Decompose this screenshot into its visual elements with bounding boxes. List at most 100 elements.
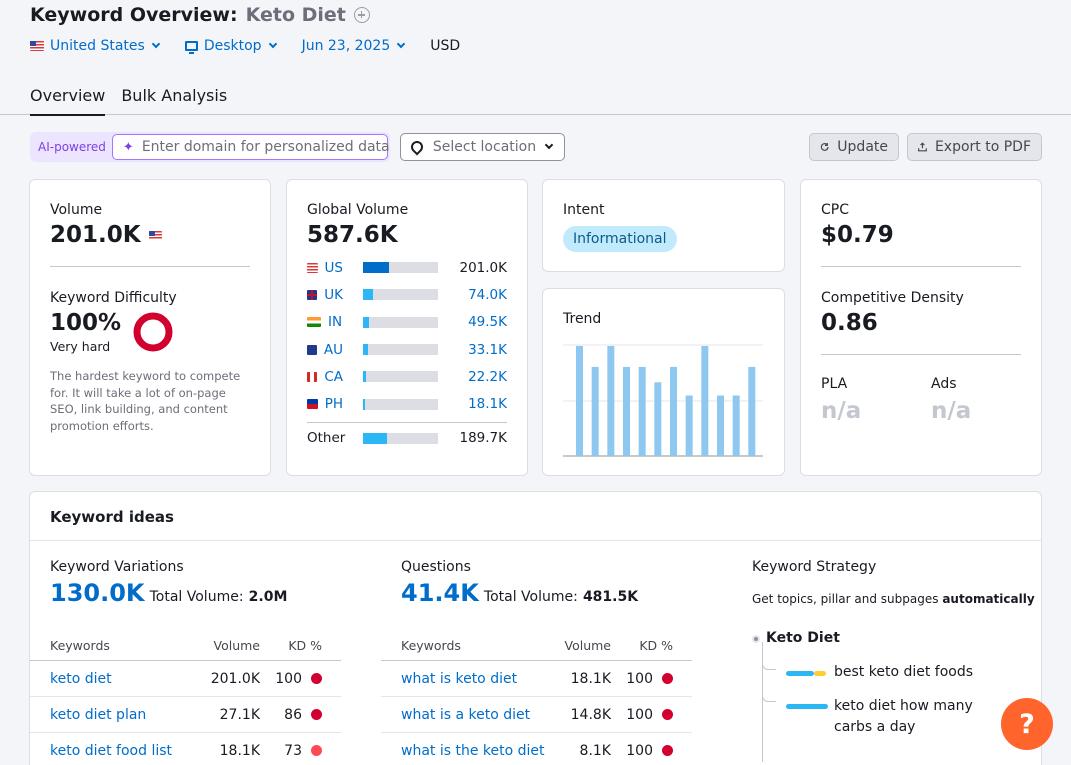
questions-label: Questions <box>401 559 471 575</box>
country-bar <box>363 344 438 356</box>
table-row: keto diet food list 18.1K 73 <box>30 733 341 765</box>
keyword-link[interactable]: keto diet plan <box>50 706 147 723</box>
variations-table: Keywords Volume KD % keto diet 201.0K 100 k… <box>30 631 341 765</box>
kd-dot-icon <box>311 745 322 756</box>
keyword-ideas-card: Keyword ideas Keyword Variations 130.0K … <box>29 491 1042 765</box>
date-dropdown[interactable]: Jun 23, 2025 <box>302 38 406 54</box>
country-row-in[interactable]: IN 49.5K <box>307 309 507 336</box>
variations-total-label: Total Volume: <box>149 589 244 605</box>
help-button[interactable]: ? <box>1001 698 1053 750</box>
other-label: Other <box>307 430 346 447</box>
strategy-bar <box>786 671 814 676</box>
country-bar <box>363 316 438 328</box>
col-keywords: Keywords <box>401 638 461 653</box>
other-value: 189.7K <box>459 430 507 447</box>
country-row-ca[interactable]: CA 22.2K <box>307 363 507 390</box>
country-bar <box>363 398 438 410</box>
title-prefix: Keyword Overview: <box>30 4 238 26</box>
country-bar-fill <box>363 316 369 328</box>
trend-bar <box>591 366 599 456</box>
country-bar-fill <box>363 371 366 383</box>
currency-label: USD <box>430 38 461 54</box>
country-volume[interactable]: 22.2K <box>468 368 507 385</box>
country-volume[interactable]: 18.1K <box>468 396 507 413</box>
keyword-link[interactable]: keto diet food list <box>50 742 173 759</box>
page-header: Keyword Overview: Keto Diet United State… <box>0 0 1071 116</box>
tab-overview[interactable]: Overview <box>30 86 106 116</box>
table-header: Keywords Volume KD % <box>381 631 692 661</box>
chevron-down-icon <box>396 39 406 49</box>
table-row: keto diet 201.0K 100 <box>30 661 341 697</box>
keyword-kd: 100 <box>260 671 322 687</box>
title-keyword: Keto Diet <box>245 4 346 26</box>
tree-line <box>762 642 763 762</box>
keyword-volume: 27.1K <box>219 706 260 723</box>
country-bar-fill <box>363 262 389 274</box>
desktop-icon <box>184 41 198 54</box>
export-pdf-button[interactable]: Export to PDF <box>907 133 1042 161</box>
intent-badge[interactable]: Informational <box>563 226 677 252</box>
kd-ring <box>133 312 173 352</box>
country-row-other: Other 189.7K <box>307 425 507 452</box>
other-bar <box>363 432 438 444</box>
strategy-bar <box>814 671 826 676</box>
refresh-icon <box>820 143 829 151</box>
divider <box>821 266 1021 267</box>
country-row-us[interactable]: US 201.0K <box>307 254 507 281</box>
device-label: Desktop <box>203 38 262 54</box>
location-select[interactable]: Select location <box>399 133 565 161</box>
kd-dot-icon <box>662 673 673 684</box>
trend-bar <box>732 395 740 456</box>
keyword-link[interactable]: what is a keto diet <box>401 706 531 723</box>
country-row-ph[interactable]: PH 18.1K <box>307 390 507 417</box>
tree-branch <box>762 688 776 702</box>
kd-dot-icon <box>662 709 673 720</box>
trend-bar <box>607 346 615 456</box>
strategy-item[interactable]: best keto diet foods <box>752 656 1032 680</box>
country-dropdown[interactable]: United States <box>30 38 161 54</box>
export-icon <box>918 142 927 152</box>
trend-label: Trend <box>563 311 602 327</box>
keyword-link[interactable]: what is the keto diet <box>401 742 545 759</box>
col-kd: KD % <box>288 638 322 653</box>
global-volume-label: Global Volume <box>307 202 409 218</box>
update-label: Update <box>837 139 888 155</box>
update-button[interactable]: Update <box>809 133 899 161</box>
country-label: United States <box>50 38 145 54</box>
country-volume[interactable]: 49.5K <box>468 314 507 331</box>
country-row-au[interactable]: AU 33.1K <box>307 336 507 363</box>
strategy-desc-bold: automatically <box>942 592 1035 606</box>
keyword-link[interactable]: what is keto diet <box>401 670 518 687</box>
cpc-label: CPC <box>821 202 849 218</box>
variations-count[interactable]: 130.0K <box>50 579 145 607</box>
strategy-item[interactable]: keto diet how many carbs a day <box>752 688 1012 738</box>
kd-value: 100% <box>50 310 122 336</box>
trend-bar <box>638 366 646 456</box>
domain-input[interactable]: ✦ Enter domain for personalized data <box>111 134 390 160</box>
keyword-volume: 201.0K <box>210 670 260 687</box>
country-code: CA <box>307 369 343 385</box>
strategy-tree: Keto Diet best keto diet foods keto diet… <box>752 630 1032 762</box>
questions-count[interactable]: 41.4K <box>401 579 479 607</box>
trend-card: Trend <box>542 288 785 476</box>
add-circle-icon[interactable] <box>353 7 370 23</box>
us-flag-icon <box>30 41 44 51</box>
table-row: keto diet plan 27.1K 86 <box>30 697 341 733</box>
keyword-link[interactable]: keto diet <box>50 670 112 687</box>
tab-bulk-analysis[interactable]: Bulk Analysis <box>121 86 228 105</box>
domain-input-placeholder: Enter domain for personalized data <box>141 139 390 155</box>
trend-bar <box>654 382 662 456</box>
variations-label: Keyword Variations <box>50 559 184 575</box>
country-row-uk[interactable]: UK 74.0K <box>307 281 507 308</box>
device-dropdown[interactable]: Desktop <box>184 38 277 54</box>
questions-total-label: Total Volume: <box>483 589 578 605</box>
trend-bar <box>685 395 693 456</box>
country-volume: 201.0K <box>459 259 507 276</box>
density-label: Competitive Density <box>821 290 964 306</box>
trend-bar <box>701 346 709 456</box>
country-volume[interactable]: 74.0K <box>468 286 507 303</box>
strategy-root[interactable]: Keto Diet <box>766 630 840 646</box>
strategy-bar <box>786 704 828 709</box>
col-keywords: Keywords <box>50 638 110 653</box>
country-volume[interactable]: 33.1K <box>468 341 507 358</box>
